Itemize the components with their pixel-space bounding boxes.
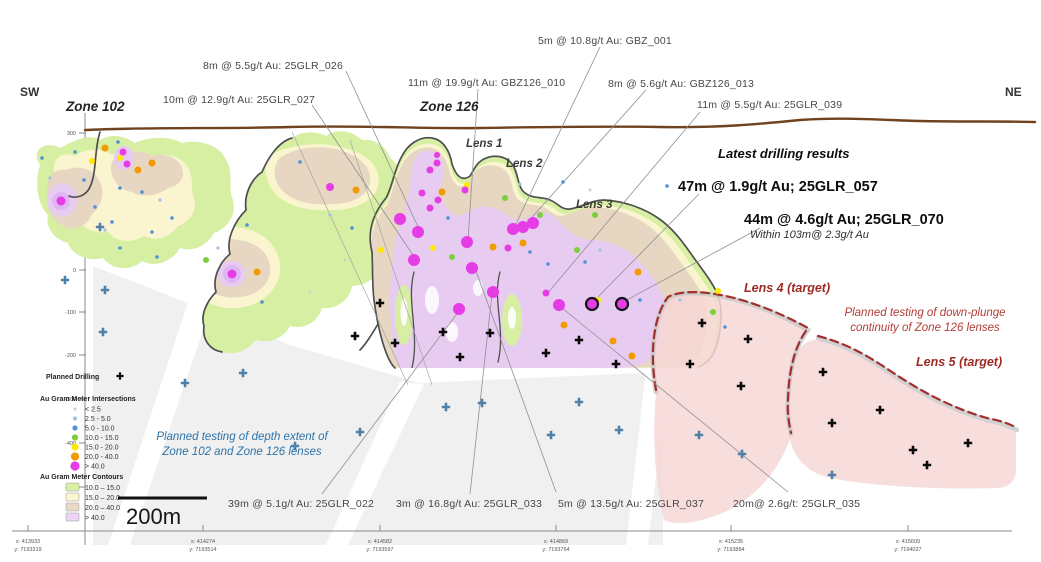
legend-dot <box>72 416 78 421</box>
blue-note-line1: Planned testing of depth extent of <box>156 431 329 443</box>
x-coord-label: x: 415235 <box>719 539 743 545</box>
zone126-label: Zone 126 <box>419 99 479 114</box>
x-coord-label: x: 414582 <box>368 539 392 545</box>
latest-result-dots <box>584 296 630 312</box>
y-coord-label: y: 7193597 <box>366 547 393 553</box>
planned-drilling-label: Planned Drilling <box>46 374 99 381</box>
legend-label: 10.0 – 15.0 <box>85 485 120 492</box>
y-tick-label: -200 <box>65 353 76 359</box>
scale-bar: 200m <box>118 496 207 529</box>
target-regions <box>650 290 1020 524</box>
legend-dot <box>70 452 80 461</box>
direction-label-sw: SW <box>20 85 40 99</box>
intersections-legend-title: Au Gram Meter Intersections <box>40 396 136 403</box>
zone126-dots <box>308 152 727 360</box>
callout-gbz126-013: 8m @ 5.6g/t Au: GBZ126_013 <box>608 78 754 90</box>
scale-bar-label: 200m <box>126 504 181 529</box>
lens5-target-region <box>787 339 1016 489</box>
y-coord-label: y: 7193884 <box>717 547 744 553</box>
result-25glr-070: 44m @ 4.6g/t Au; 25GLR_070 <box>744 212 944 228</box>
y-tick-label: 300 <box>67 131 76 137</box>
lens4-target-label: Lens 4 (target) <box>744 281 830 295</box>
zone102-contours <box>36 131 234 269</box>
callout-25glr-035: 20m@ 2.6g/t: 25GLR_035 <box>733 498 860 510</box>
callout-25glr-027: 10m @ 12.9g/t Au: 25GLR_027 <box>163 94 315 106</box>
y-coord-label: y: 7194027 <box>894 547 921 553</box>
lens4-target-region <box>651 294 806 524</box>
red-note-line1: Planned testing of down-plunge <box>844 307 1005 319</box>
middle-dots <box>203 160 360 304</box>
legend-dot <box>71 434 79 441</box>
legend-swatch <box>65 502 80 512</box>
drill-traces <box>291 131 433 386</box>
callout-25glr-022: 39m @ 5.1g/t Au: 25GLR_022 <box>228 498 374 510</box>
zone102-label: Zone 102 <box>65 99 125 114</box>
contours-legend-title: Au Gram Meter Contours <box>40 474 123 481</box>
y-tick-label: -400 <box>65 441 76 447</box>
legend-dot <box>70 461 80 471</box>
result-25glr-070-sub: Within 103m@ 2.3g/t Au <box>750 229 869 241</box>
lens2-label: Lens 2 <box>506 158 543 170</box>
y-tick-label: -300 <box>65 397 76 403</box>
legend-label: 15.0 – 20.0 <box>85 495 120 502</box>
callout-gbz-001: 5m @ 10.8g/t Au: GBZ_001 <box>538 35 672 47</box>
legend-dot <box>71 443 79 451</box>
au-intersection-dots <box>40 140 727 360</box>
callout-25glr-026: 8m @ 5.5g/t Au: 25GLR_026 <box>203 60 343 72</box>
x-coord-label: x: 415609 <box>896 539 920 545</box>
lens3-label: Lens 3 <box>576 199 613 211</box>
y-tick-label: 0 <box>73 268 76 274</box>
legend-label: 20.0 – 40.0 <box>85 505 120 512</box>
legend-swatch <box>65 512 80 522</box>
result-25glr-057: 47m @ 1.9g/t Au; 25GLR_057 <box>678 179 878 195</box>
lens5-target-boundary <box>816 334 1019 430</box>
legend-label: < 2.5 <box>85 407 101 414</box>
x-coord-label: x: 413933 <box>16 539 40 545</box>
legend-label: 5.0 - 10.0 <box>85 426 115 433</box>
blue-note-line2: Zone 102 and Zone 126 lenses <box>161 446 321 458</box>
callout-25glr-033: 3m @ 16.8g/t Au: 25GLR_033 <box>396 498 542 510</box>
direction-label-ne: NE <box>1005 85 1022 99</box>
red-note-line2: continuity of Zone 126 lenses <box>850 322 1000 334</box>
callout-25glr-037: 5m @ 13.5g/t Au: 25GLR_037 <box>558 498 704 510</box>
legend-swatch <box>65 492 80 502</box>
legend-dot <box>72 425 78 431</box>
x-coord-label: x: 414869 <box>544 539 568 545</box>
lens1-label: Lens 1 <box>466 138 502 150</box>
legend-label: 15.0 - 20.0 <box>85 445 119 452</box>
y-coord-label: y: 7193764 <box>542 547 569 553</box>
legend: Planned Drilling Au Gram Meter Intersect… <box>40 371 136 522</box>
callout-25glr-039: 11m @ 5.5g/t Au: 25GLR_039 <box>697 99 842 111</box>
y-coord-label: y: 7193514 <box>189 547 216 553</box>
legend-dot <box>73 407 77 411</box>
legend-label: > 40.0 <box>85 464 105 471</box>
legend-label: 2.5 - 5.0 <box>85 416 111 423</box>
legend-label: 10.0 - 15.0 <box>85 435 119 442</box>
legend-label: > 40.0 <box>85 515 105 522</box>
y-coord-label: y: 7193319 <box>14 547 41 553</box>
surface-topography-line <box>83 117 1037 132</box>
y-tick-label: -100 <box>65 310 76 316</box>
x-coord-label: x: 414274 <box>191 539 215 545</box>
lens4-target-boundary <box>651 291 810 435</box>
zone102-dots <box>40 140 174 259</box>
callout-leader-lines <box>311 46 789 495</box>
lens5-target-label: Lens 5 (target) <box>916 355 1002 369</box>
legend-swatch <box>65 482 80 492</box>
latest-results-title: Latest drilling results <box>718 146 849 161</box>
callout-gbz126-010: 11m @ 19.9g/t Au: GBZ126_010 <box>408 77 565 89</box>
coordinate-axis: x: 413933 y: 7193319 x: 414274 y: 719351… <box>12 525 1012 553</box>
legend-label: 20.0 - 40.0 <box>85 454 119 461</box>
